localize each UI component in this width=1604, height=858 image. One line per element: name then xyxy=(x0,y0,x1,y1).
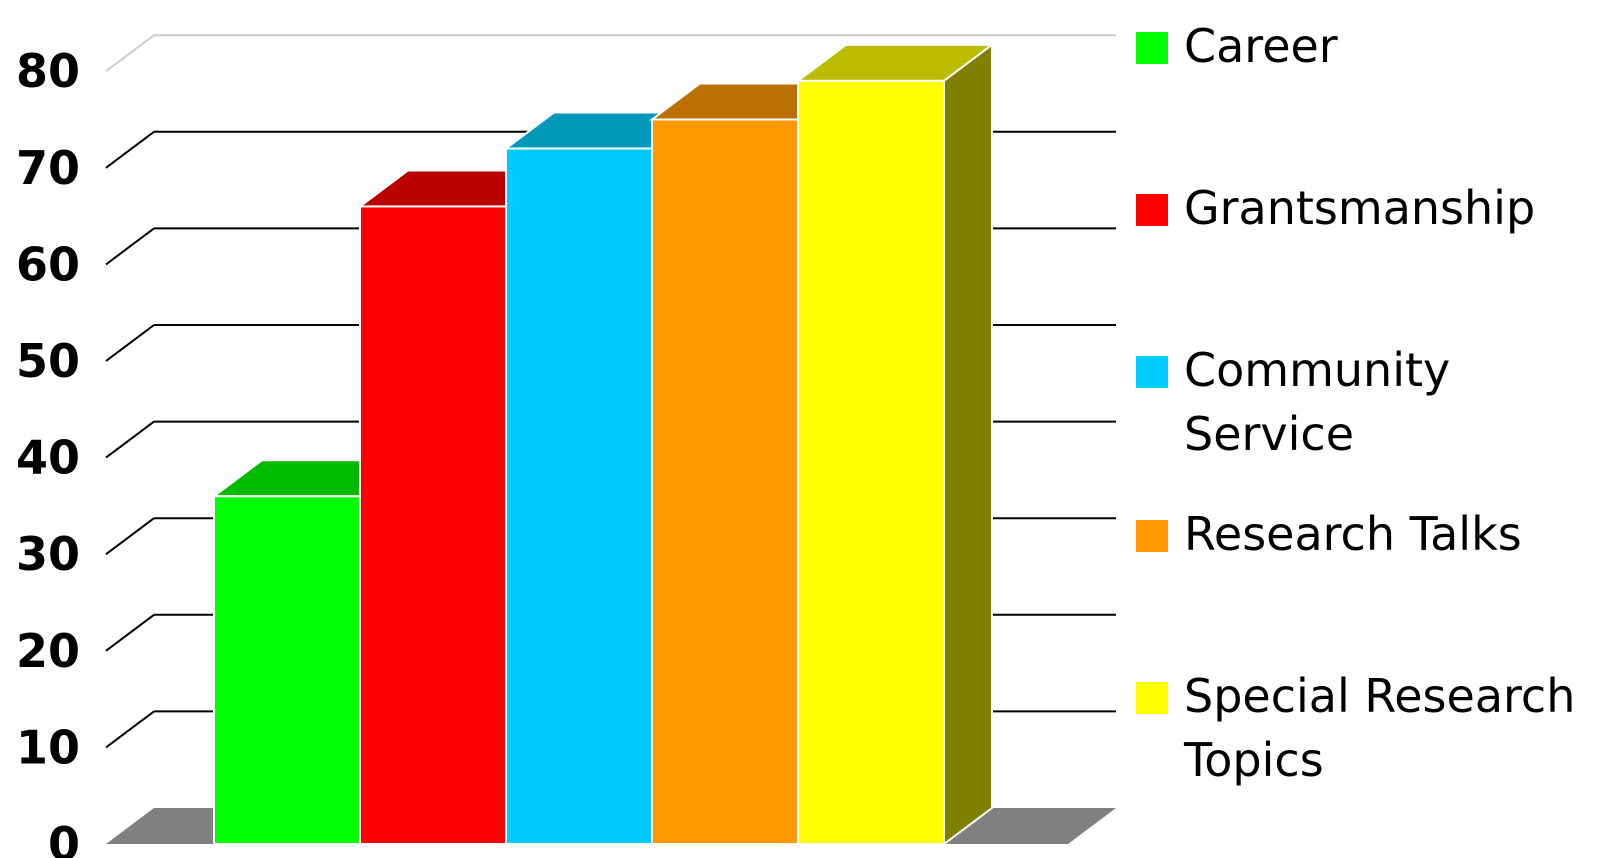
legend-swatch xyxy=(1136,32,1168,64)
legend-swatch xyxy=(1136,356,1168,388)
gridline-side xyxy=(105,131,155,169)
legend-label: Research Talks xyxy=(1184,507,1522,561)
bar-side xyxy=(943,42,993,846)
gridline-side xyxy=(105,517,155,556)
gridline-side xyxy=(105,324,155,362)
bar-front xyxy=(213,495,361,845)
bar-front xyxy=(651,118,799,845)
y-tick-label: 0 xyxy=(48,817,80,858)
gridline-side xyxy=(105,420,155,459)
legend-label: Career xyxy=(1184,19,1338,73)
legend-item: Community Service xyxy=(1136,343,1450,461)
y-axis-ticks: 0 10 20 30 40 50 60 70 80 xyxy=(16,44,80,858)
bar-research-talks xyxy=(649,82,849,845)
legend-label: Community Service xyxy=(1184,343,1450,461)
legend-swatch xyxy=(1136,682,1168,714)
legend: Career Grantsmanship Community Service Resea… xyxy=(1136,19,1575,787)
y-tick-label: 60 xyxy=(16,237,80,291)
bar-front xyxy=(797,79,945,846)
legend-swatch xyxy=(1136,520,1168,552)
legend-item: Research Talks xyxy=(1136,507,1522,561)
legend-item: Special Research Topics xyxy=(1136,669,1575,787)
gridline-side xyxy=(105,613,155,652)
legend-item: Career xyxy=(1136,19,1338,73)
y-tick-label: 10 xyxy=(16,720,80,774)
y-tick-label: 50 xyxy=(16,334,80,388)
legend-swatch xyxy=(1136,194,1168,226)
y-tick-label: 80 xyxy=(16,44,80,98)
bars xyxy=(211,42,995,846)
legend-item: Grantsmanship xyxy=(1136,181,1535,235)
chart-back-wall xyxy=(105,34,1116,72)
bar-special-research-topics xyxy=(795,42,995,846)
gridline-side xyxy=(105,227,155,266)
gridline-side xyxy=(105,710,155,749)
legend-label: Special Research Topics xyxy=(1183,669,1575,787)
bar-front xyxy=(359,205,507,845)
y-tick-label: 70 xyxy=(16,141,80,195)
bar-front xyxy=(505,147,653,846)
y-tick-label: 40 xyxy=(16,431,80,485)
y-tick-label: 20 xyxy=(16,624,80,678)
back-wall-top-edge xyxy=(105,34,1116,72)
y-tick-label: 30 xyxy=(16,527,80,581)
legend-label: Grantsmanship xyxy=(1184,181,1535,235)
